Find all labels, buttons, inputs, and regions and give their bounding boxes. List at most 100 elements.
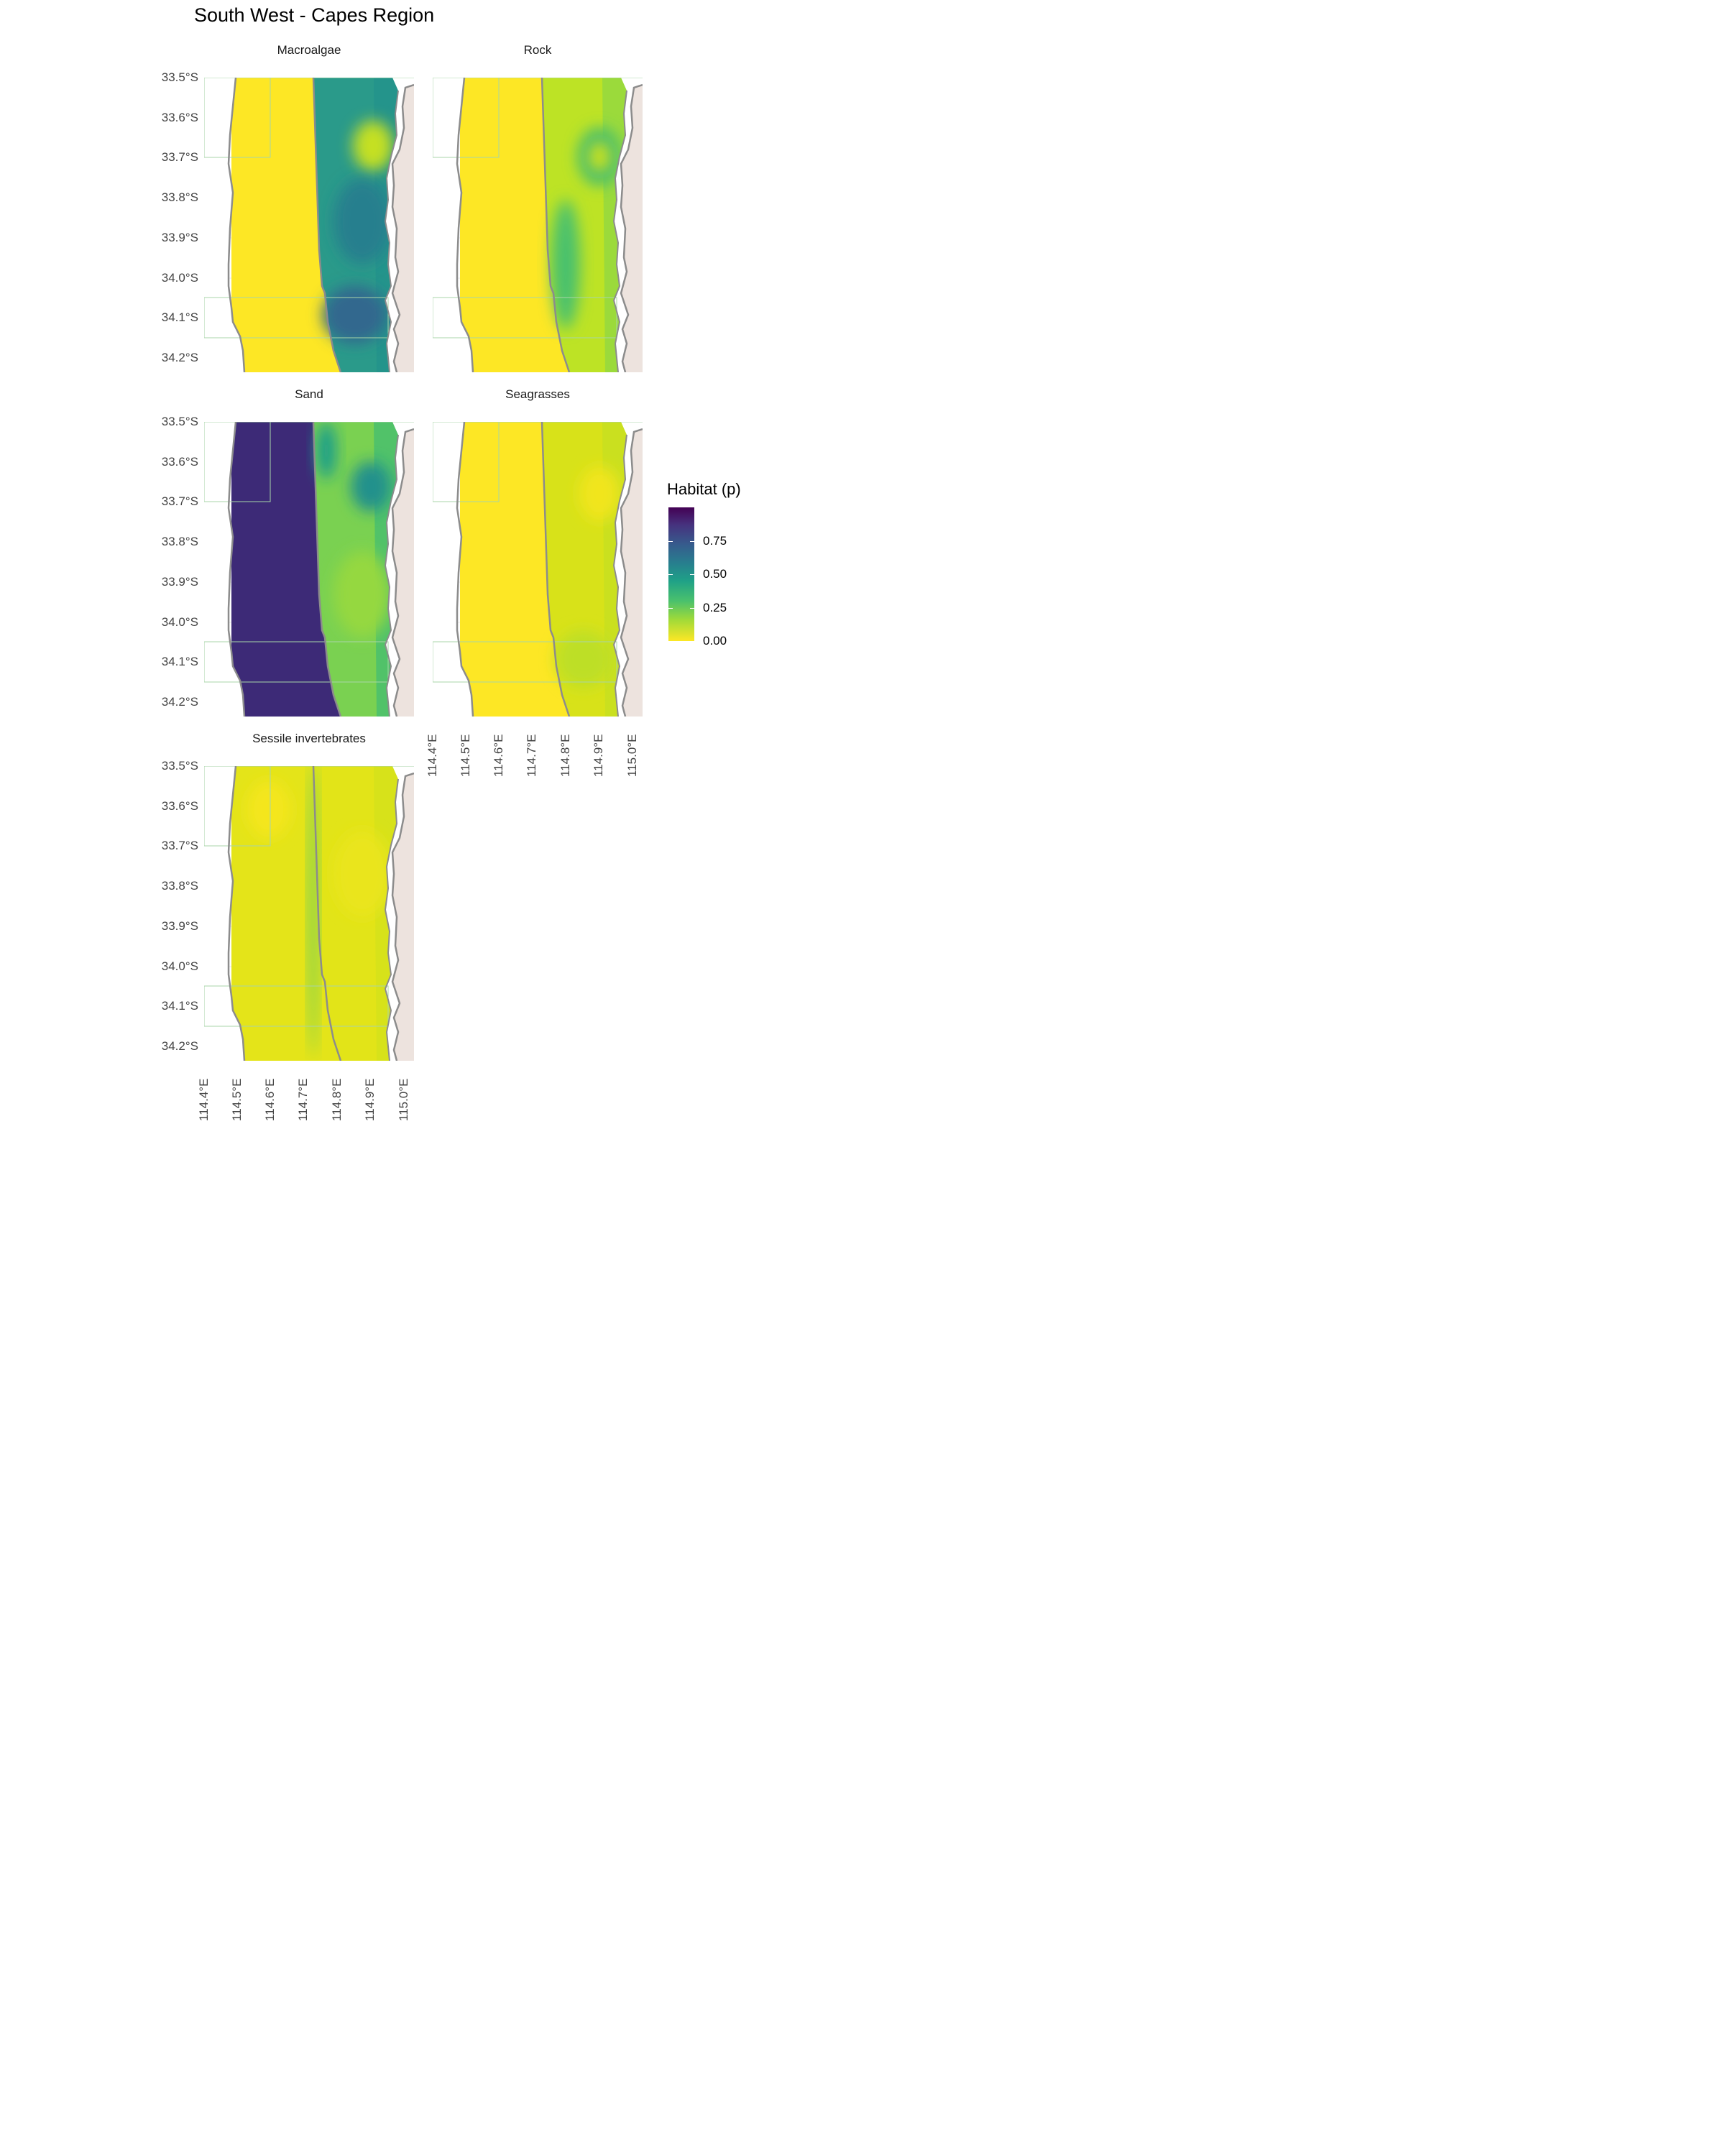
y-tick-label: 34.0°S [161, 959, 198, 973]
y-tick-label: 33.6°S [161, 111, 198, 124]
x-tick-label: 114.7°E [525, 734, 538, 777]
unsurveyed-area [433, 78, 473, 372]
legend-tick [690, 574, 694, 575]
depth-contour [612, 434, 627, 717]
legend-tick [668, 574, 673, 575]
depth-contour [456, 78, 474, 372]
x-tick-label: 114.9°E [592, 734, 605, 777]
depth-contour [540, 78, 571, 372]
legend-tick [690, 641, 694, 642]
zone-boundary [433, 297, 617, 338]
x-tick-label: 114.8°E [558, 734, 572, 777]
legend-tick [668, 641, 673, 642]
x-tick-label: 114.5°E [230, 1078, 244, 1121]
x-tick-label: 115.0°E [625, 734, 639, 777]
zone-boundary [433, 422, 500, 502]
y-tick-label: 33.9°S [161, 231, 198, 244]
depth-contour [312, 78, 342, 372]
habitat-patch [351, 461, 391, 512]
y-tick-label: 33.6°S [161, 799, 198, 813]
land [392, 85, 414, 372]
zone-boundary [204, 985, 389, 1027]
x-tick-label: 114.4°E [197, 1078, 211, 1121]
depth-contour [540, 422, 571, 717]
depth-contour [312, 422, 342, 717]
y-tick-label: 34.1°S [161, 999, 198, 1013]
panel-seagrasses: Seagrasses [433, 387, 643, 717]
y-tick-label: 34.1°S [161, 655, 198, 668]
x-tick-label: 114.9°E [363, 1078, 377, 1121]
habitat-patch [588, 141, 611, 172]
y-tick-label: 33.9°S [161, 919, 198, 933]
map-0 [204, 78, 414, 372]
habitat-patch [551, 200, 580, 329]
habitat-patch [334, 178, 391, 264]
habitat-patch [579, 466, 620, 521]
x-tick-label: 114.6°E [263, 1078, 277, 1121]
zone-boundary [433, 641, 617, 683]
y-tick-label: 33.7°S [161, 839, 198, 852]
zone-boundary [204, 766, 271, 847]
figure-title: South West - Capes Region [194, 4, 435, 26]
zone-boundary [204, 297, 389, 338]
x-tick-label: 114.6°E [492, 734, 505, 777]
y-tick-label: 33.5°S [161, 759, 198, 773]
depth-contour [312, 766, 342, 1061]
land [621, 85, 643, 372]
unsurveyed-area [204, 422, 244, 717]
habitat-patch [555, 630, 612, 688]
map-layers [433, 78, 643, 372]
y-tick-label: 33.8°S [161, 190, 198, 204]
legend-tick-label: 0.50 [703, 567, 727, 581]
depth-contour [227, 766, 246, 1061]
zone-boundary [433, 78, 500, 158]
habitat-patch [323, 286, 387, 344]
coastline [391, 428, 414, 717]
y-tick-label: 34.2°S [161, 1039, 198, 1053]
coastline [620, 83, 643, 372]
y-tick-label: 33.7°S [161, 150, 198, 164]
habitat-patch [334, 831, 391, 917]
map-2 [204, 422, 414, 717]
y-tick-label: 33.5°S [161, 70, 198, 84]
legend: Habitat (p) 0.75 0.50 0.25 0.00 [667, 480, 768, 653]
legend-tick-label: 0.25 [703, 600, 727, 614]
unsurveyed-area [433, 422, 473, 717]
panel-rock: Rock [433, 43, 643, 372]
y-tick-label: 33.8°S [161, 535, 198, 548]
zone-boundary [204, 641, 389, 683]
map-layers [204, 78, 414, 372]
map-1 [433, 78, 643, 372]
y-tick-label: 33.5°S [161, 415, 198, 428]
panel-title-sand: Sand [295, 387, 323, 401]
y-tick-label: 34.0°S [161, 615, 198, 629]
panel-sand: Sand [204, 387, 414, 717]
x-tick-label: 114.7°E [296, 1078, 310, 1121]
habitat-patch [309, 766, 318, 1057]
y-tick-label: 34.2°S [161, 351, 198, 364]
legend-title: Habitat (p) [667, 480, 741, 498]
y-tick-label: 34.1°S [161, 310, 198, 324]
x-tick-label: 114.8°E [330, 1078, 344, 1121]
panel-title-rock: Rock [523, 43, 552, 57]
panel-title-seagrasses: Seagrasses [505, 387, 570, 401]
unsurveyed-area [204, 766, 244, 1061]
legend-tick-label: 0.75 [703, 533, 727, 548]
y-tick-label: 34.2°S [161, 695, 198, 709]
habitat-patch [334, 551, 391, 637]
land [392, 429, 414, 717]
habitat-patch [247, 780, 290, 838]
figure: South West - Capes Region Macroalgae Roc… [0, 0, 898, 1123]
map-layers [204, 766, 414, 1061]
x-tick-label: 114.4°E [426, 734, 439, 777]
panel-title-sessile-invertebrates: Sessile invertebrates [252, 732, 366, 745]
habitat-patch [353, 121, 393, 171]
depth-contour [227, 422, 246, 717]
depth-contour [612, 90, 627, 372]
depth-contour [384, 778, 399, 1061]
y-tick-label: 33.7°S [161, 494, 198, 508]
y-tick-label: 33.8°S [161, 879, 198, 893]
map-layers [433, 422, 643, 717]
map-4 [204, 766, 414, 1061]
legend-tick [690, 540, 694, 542]
